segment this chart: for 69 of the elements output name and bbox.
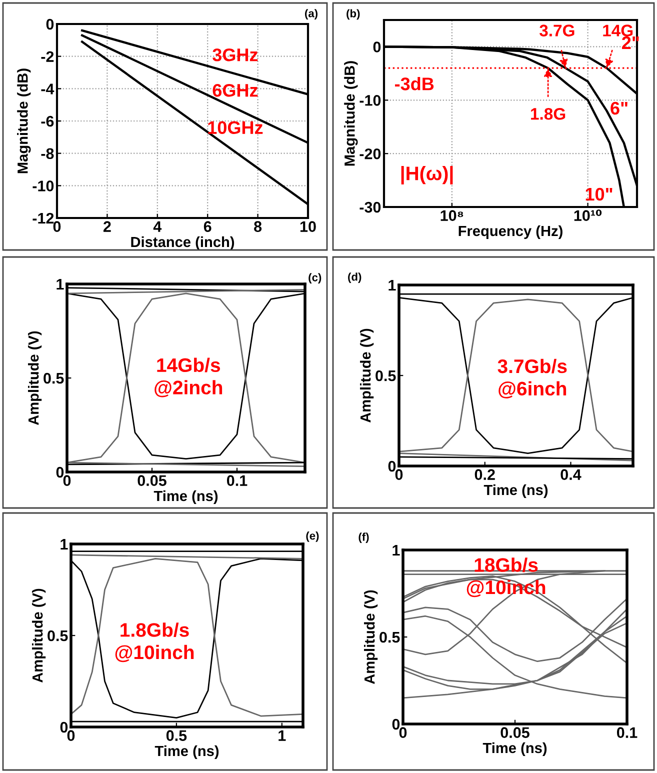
y-tick-label: -12 bbox=[32, 212, 54, 224]
y-tick-label: -2 bbox=[41, 51, 54, 62]
series-label: 3GHz bbox=[212, 48, 258, 62]
x-tick-label: 0.1 bbox=[226, 475, 248, 486]
y-tick-label: -10 bbox=[32, 180, 54, 192]
y-tick-label: -4 bbox=[41, 84, 54, 94]
y-tick-label: 0.5 bbox=[376, 370, 396, 382]
annotation: 1.8G bbox=[531, 108, 566, 120]
x-axis-title: Time (ns) bbox=[154, 745, 219, 760]
x-tick-label: 0 bbox=[67, 730, 75, 741]
series-label: 10" bbox=[586, 188, 612, 201]
x-tick-label: 6 bbox=[204, 221, 212, 232]
y-tick-label: -30 bbox=[360, 202, 381, 213]
annotation: 3.7Gb/s @6inch bbox=[498, 358, 567, 398]
x-axis-title: Time (ns) bbox=[154, 490, 218, 504]
y-tick-label: 0 bbox=[373, 42, 381, 52]
series-label: 10GHz bbox=[208, 121, 263, 134]
annotation: 14G bbox=[603, 24, 633, 36]
y-axis-title: Amplitude (V) bbox=[28, 331, 42, 426]
y-tick-label: 1 bbox=[392, 545, 400, 556]
y-tick-label: -6 bbox=[41, 116, 54, 127]
x-axis-title: Time (ns) bbox=[482, 742, 547, 756]
y-tick-label: 0 bbox=[46, 18, 54, 30]
y-tick-label: 1 bbox=[388, 280, 396, 291]
annotation: |H(ω)| bbox=[401, 166, 453, 184]
y-tick-label: 0.5 bbox=[380, 632, 400, 643]
text: (c) bbox=[308, 273, 322, 284]
x-tick-label: 1 bbox=[278, 730, 286, 741]
ref-line-label: -3dB bbox=[395, 77, 434, 90]
text: (a) bbox=[305, 9, 318, 20]
y-axis-title: Magnitude (dB) bbox=[17, 68, 31, 174]
y-tick-label: -10 bbox=[360, 95, 381, 106]
y-tick-label: 0.5 bbox=[44, 372, 64, 384]
y-tick-label: 0 bbox=[388, 460, 396, 472]
text: (f) bbox=[358, 532, 369, 543]
annotation: 3.7G bbox=[540, 24, 574, 36]
y-axis-title: Amplitude (V) bbox=[360, 328, 374, 423]
y-axis-title: Amplitude (V) bbox=[364, 590, 378, 684]
x-tick-label: 10 bbox=[300, 221, 316, 232]
series-label: 6" bbox=[610, 102, 628, 115]
y-tick-label: 1 bbox=[56, 279, 64, 290]
x-tick-label: 4 bbox=[153, 221, 162, 232]
series-label: 6GHz bbox=[212, 84, 258, 97]
text: (b) bbox=[346, 9, 360, 20]
text: (e) bbox=[306, 532, 319, 542]
x-tick-label: 0.5 bbox=[166, 730, 187, 741]
annotation: 1.8Gb/s @10inch bbox=[115, 622, 194, 662]
x-tick-label: 0.05 bbox=[138, 475, 166, 486]
annotation: 14Gb/s @2inch bbox=[154, 358, 222, 398]
x-tick-label: 0.05 bbox=[500, 727, 530, 738]
x-tick-label: 0.1 bbox=[616, 727, 638, 738]
y-axis-title: Amplitude (V) bbox=[32, 588, 46, 683]
x-tick-label: 10⁸ bbox=[440, 210, 464, 221]
y-tick-label: 1 bbox=[60, 539, 68, 550]
x-axis-title: Frequency (Hz) bbox=[458, 225, 562, 240]
text: (d) bbox=[348, 272, 362, 283]
y-tick-label: 0 bbox=[392, 718, 400, 730]
x-tick-label: 0 bbox=[399, 727, 407, 738]
y-axis-title: Magnitude (dB) bbox=[344, 61, 358, 166]
y-tick-label: -20 bbox=[360, 148, 381, 160]
x-tick-label: 0.4 bbox=[560, 469, 582, 480]
x-axis-title: Distance (inch) bbox=[131, 236, 234, 250]
x-tick-label: 8 bbox=[254, 221, 262, 232]
y-tick-label: 0.5 bbox=[48, 630, 68, 642]
x-tick-label: 10¹⁰ bbox=[574, 210, 602, 221]
x-tick-label: 2 bbox=[103, 221, 111, 232]
x-axis-title: Time (ns) bbox=[484, 484, 548, 498]
y-tick-label: -8 bbox=[41, 148, 54, 160]
x-tick-label: 0.2 bbox=[474, 469, 495, 480]
